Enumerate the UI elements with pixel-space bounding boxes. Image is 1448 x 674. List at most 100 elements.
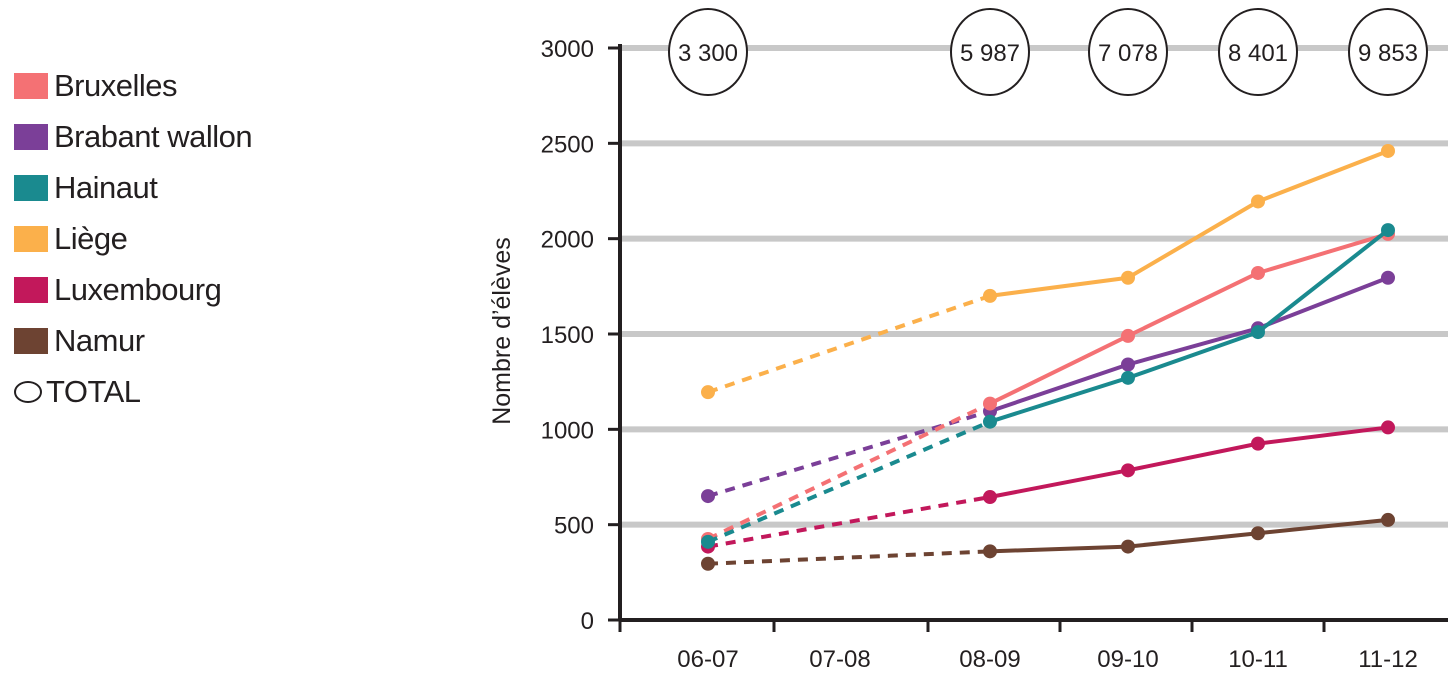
series-segment [1257,425,1389,446]
series-luxembourg [701,420,1395,554]
data-point [1381,223,1395,238]
legend-item-total: TOTAL [14,366,252,417]
legend-item-hainaut: Hainaut [14,162,252,213]
total-circle-icon [14,380,42,403]
y-tick-label: 0 [581,608,594,635]
x-tick-label: 08-09 [959,646,1020,673]
series-namur [701,512,1395,571]
total-label: 8 401 [1228,40,1288,67]
series-segment [1257,149,1389,204]
series-segment-dashed [707,401,991,541]
data-point [1121,328,1135,343]
legend: Bruxelles Brabant wallon Hainaut Liège L… [14,60,253,417]
data-point [1121,270,1135,285]
x-tick-label: 06-07 [677,646,738,673]
series-li-ge [701,143,1395,400]
total-label: 5 987 [960,40,1020,67]
data-point [1251,325,1265,340]
series-segment-dashed [707,549,991,566]
series-brabant-wallon [701,270,1395,504]
data-point [701,534,715,549]
legend-label: Brabant wallon [54,118,253,154]
series-segment [1127,441,1259,473]
series-segment [1256,228,1390,334]
data-point [1121,370,1135,385]
series-segment-dashed [707,409,991,498]
legend-swatch [14,327,48,354]
y-tick-label: 2500 [541,131,594,158]
series-segment [989,362,1129,414]
data-point [1251,265,1265,280]
series-segment [989,275,1129,298]
series-segment [989,468,1129,499]
series-segment [989,375,1129,424]
axes: 0 500 1000 1500 2000 2500 3000 06-07 07-08 08-09 0… [541,36,1448,673]
legend-swatch [14,174,48,201]
data-point [1121,357,1135,372]
legend-swatch [14,276,48,303]
data-point [983,288,997,303]
data-point [701,489,715,504]
legend-label-total: TOTAL [46,373,141,409]
x-tick-label: 09-10 [1097,646,1158,673]
x-tick-label: 07-08 [809,646,870,673]
series-segment [1257,231,1389,275]
x-tick-label: 10-11 [1228,646,1288,673]
data-point [1121,539,1135,554]
data-point [701,385,715,400]
series-hainaut [701,223,1395,549]
y-tick-label: 1500 [541,322,594,349]
totals-layer: 3 300 5 987 7 078 8 401 9 853 [668,8,1428,96]
data-point [1381,512,1395,527]
y-tick-label: 3000 [541,36,594,63]
series-segment [1257,517,1389,536]
data-point [1121,463,1135,478]
total-label: 3 300 [678,40,738,67]
x-tick-label: 11-12 [1358,646,1418,673]
legend-item-liege: Liège [14,213,252,264]
y-tick-label: 1000 [541,417,594,444]
y-tick-label: 2000 [541,227,594,254]
legend-label: Luxembourg [54,271,222,307]
data-point [1381,270,1395,285]
data-point [1381,143,1395,158]
legend-swatch [14,72,48,99]
series-segment-dashed [707,293,991,395]
legend-swatch [14,225,48,252]
series-segment [1257,275,1389,331]
data-point [1251,526,1265,541]
series-segment [989,334,1129,406]
series-segment-dashed [707,495,991,549]
series-segment-dashed [707,419,991,544]
legend-swatch [14,123,48,150]
series-segment [989,544,1129,554]
legend-label: Bruxelles [54,67,178,103]
series-segment [1127,330,1259,380]
total-label: 9 853 [1358,40,1418,67]
data-point [983,490,997,505]
data-point [1381,420,1395,435]
legend-item-brabant-wallon: Brabant wallon [14,111,253,162]
total-circle [950,8,1030,96]
total-circle [1218,8,1298,96]
series-segment [1126,199,1260,280]
legend-item-namur: Namur [14,315,252,366]
legend-item-bruxelles: Bruxelles [14,60,252,111]
data-point [983,414,997,429]
y-tick-label: 500 [554,513,594,540]
total-label: 7 078 [1098,40,1158,67]
data-point [983,396,997,411]
legend-label: Liège [54,220,128,256]
total-circle [1088,8,1168,96]
series-segment [1127,531,1259,549]
series-bruxelles [701,226,1395,546]
legend-label: Hainaut [54,169,158,205]
legend-item-luxembourg: Luxembourg [14,264,252,315]
data-point [1251,436,1265,451]
series-segment [1127,326,1259,367]
data-point [1251,194,1265,209]
legend-label: Namur [54,322,145,358]
data-point [701,556,715,571]
series-segment [1127,271,1259,338]
